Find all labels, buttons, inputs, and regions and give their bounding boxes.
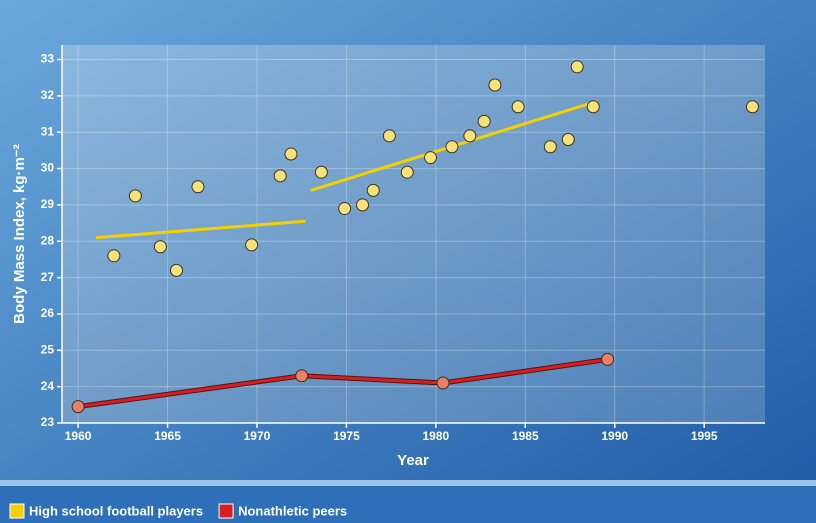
point	[284, 147, 298, 161]
trend-line	[95, 219, 306, 240]
point	[314, 165, 328, 179]
legend-label: High school football players	[29, 503, 203, 518]
x-tick-label: 1960	[65, 429, 92, 443]
point	[511, 100, 525, 114]
y-tick-label: 23	[41, 415, 55, 429]
y-tick-label: 31	[41, 124, 55, 138]
series-line	[77, 357, 608, 409]
y-tick-label: 30	[41, 161, 55, 175]
point	[71, 400, 85, 414]
point	[477, 114, 491, 128]
point	[338, 202, 352, 216]
x-tick-label: 1970	[244, 429, 271, 443]
point	[191, 180, 205, 194]
legend-label: Nonathletic peers	[238, 503, 347, 518]
x-tick-label: 1975	[333, 429, 360, 443]
y-tick-label: 27	[41, 270, 55, 284]
point	[445, 140, 459, 154]
y-tick-label: 24	[41, 379, 55, 393]
point	[586, 100, 600, 114]
y-tick-label: 29	[41, 197, 55, 211]
point	[356, 198, 370, 212]
point	[601, 352, 615, 366]
x-tick-label: 1995	[691, 429, 718, 443]
y-tick-label: 26	[41, 306, 55, 320]
legend-swatch	[218, 503, 234, 519]
point	[570, 60, 584, 74]
x-tick-label: 1985	[512, 429, 539, 443]
point	[273, 169, 287, 183]
point	[245, 238, 259, 252]
point	[295, 369, 309, 383]
point	[561, 133, 575, 146]
y-tick-label: 33	[41, 52, 55, 66]
point	[128, 189, 142, 203]
point	[745, 100, 759, 114]
x-tick-label: 1990	[601, 429, 628, 443]
point	[463, 129, 477, 143]
x-axis-title: Year	[397, 452, 429, 469]
point	[169, 263, 183, 277]
point	[400, 165, 414, 179]
point	[488, 78, 502, 92]
y-axis-title: Body Mass Index, kg·m⁻²	[11, 144, 28, 324]
point	[382, 129, 396, 143]
x-tick-label: 1980	[423, 429, 450, 443]
y-tick-label: 32	[41, 88, 55, 102]
x-tick-label: 1965	[154, 429, 181, 443]
point	[153, 240, 167, 254]
point	[543, 140, 557, 154]
point	[423, 151, 437, 165]
y-tick-label: 28	[41, 233, 55, 247]
y-tick-label: 25	[41, 342, 55, 356]
legend-swatch	[9, 503, 25, 519]
point	[366, 183, 380, 197]
plot-area	[62, 45, 765, 423]
separator	[0, 480, 816, 486]
point	[436, 376, 450, 390]
legend-band	[0, 486, 816, 523]
point	[107, 249, 121, 263]
